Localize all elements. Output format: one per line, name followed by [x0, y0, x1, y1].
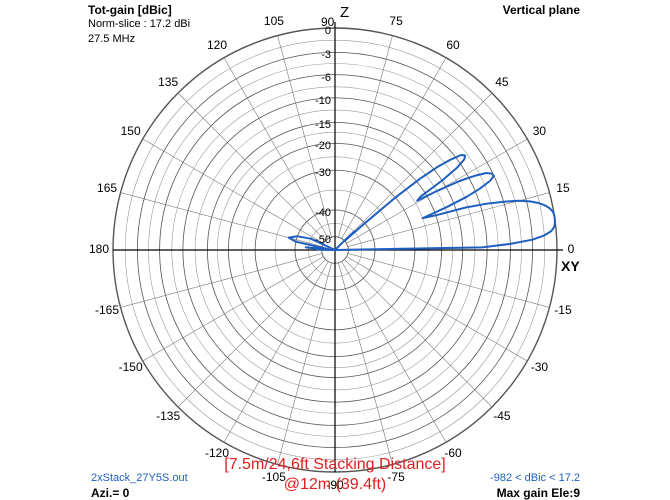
axis-label-xy: XY [561, 258, 580, 274]
radial-tick-label: -40 [315, 207, 331, 220]
grid-spoke [338, 262, 393, 465]
angle-tick-label: 30 [532, 124, 547, 138]
gain-trace [287, 154, 556, 251]
angle-tick-label: 90 [321, 15, 335, 29]
grid-spoke [344, 92, 493, 241]
grid-spoke [347, 253, 550, 308]
angle-tick-label: 150 [120, 124, 141, 138]
frequency-label: 27.5 MHz [88, 33, 136, 45]
gain-range-label: -982 < dBic < 17.2 [490, 472, 580, 484]
grid-spoke [341, 57, 447, 239]
radial-tick-label: -15 [315, 119, 331, 132]
caption-line-1: [7.5m/24,6ft Stacking Distance] [224, 456, 446, 473]
angle-tick-label: 60 [446, 37, 460, 52]
angle-tick-label: 120 [206, 37, 228, 52]
angle-tick-label: -150 [118, 360, 143, 374]
file-name-label: 2xStack_27Y5S.out [91, 472, 188, 484]
angle-tick-label: 75 [389, 14, 403, 29]
angle-tick-label: 165 [97, 180, 118, 195]
angle-tick-label: -15 [554, 303, 572, 318]
grid-spoke [341, 261, 447, 443]
grid-spoke [142, 256, 324, 362]
grid-spoke [338, 35, 393, 238]
angle-tick-label: 180 [88, 242, 110, 256]
angle-tick-label: -45 [493, 408, 511, 423]
angle-tick-label: -60 [444, 446, 462, 461]
angle-tick-label: -165 [95, 303, 120, 318]
grid-spoke [120, 253, 323, 308]
grid-spoke [177, 259, 326, 408]
angle-tick-label: -90 [326, 478, 344, 492]
angle-tick-label: -135 [156, 408, 181, 423]
max-gain-label: Max gain Ele:9 [496, 486, 580, 500]
radial-tick-label: -3 [321, 49, 331, 62]
angle-tick-label: -120 [204, 446, 230, 461]
radial-tick-label: -10 [315, 94, 331, 107]
grid-spoke [223, 57, 329, 239]
radial-tick-label: -30 [315, 167, 331, 180]
angle-tick-label: -75 [387, 469, 405, 484]
grid-spoke [344, 259, 493, 408]
grid-spoke [142, 138, 324, 244]
radial-tick-label: 0 [324, 25, 331, 37]
grid-spoke [346, 256, 528, 362]
angle-tick-label: 15 [556, 180, 570, 195]
plane-label: Vertical plane [502, 3, 580, 17]
grid-spoke [223, 261, 329, 443]
radial-tick-label: -6 [321, 71, 331, 84]
angle-tick-label: -30 [530, 360, 549, 374]
grid-spoke [177, 92, 326, 241]
gain-trace-line [287, 154, 556, 251]
caption-line-2: @12m (39.4ft) [283, 476, 387, 493]
grid-spoke [277, 35, 332, 238]
angle-tick-label: 45 [495, 75, 509, 90]
axis-label-z: Z [340, 4, 350, 21]
radial-tick-label: -20 [315, 140, 331, 153]
norm-slice-label: Norm-slice : 17.2 dBi [88, 18, 191, 30]
grid-spoke [277, 262, 332, 465]
chart-title: Tot-gain [dBic] [88, 3, 172, 17]
angle-tick-label: -105 [261, 469, 286, 484]
angle-tick-label: 135 [158, 75, 179, 90]
angle-tick-label: 0 [567, 242, 575, 256]
angle-tick-label: 105 [263, 14, 284, 29]
radial-tick-label: -50 [315, 233, 331, 246]
azimuth-label: Azi.= 0 [91, 486, 130, 500]
